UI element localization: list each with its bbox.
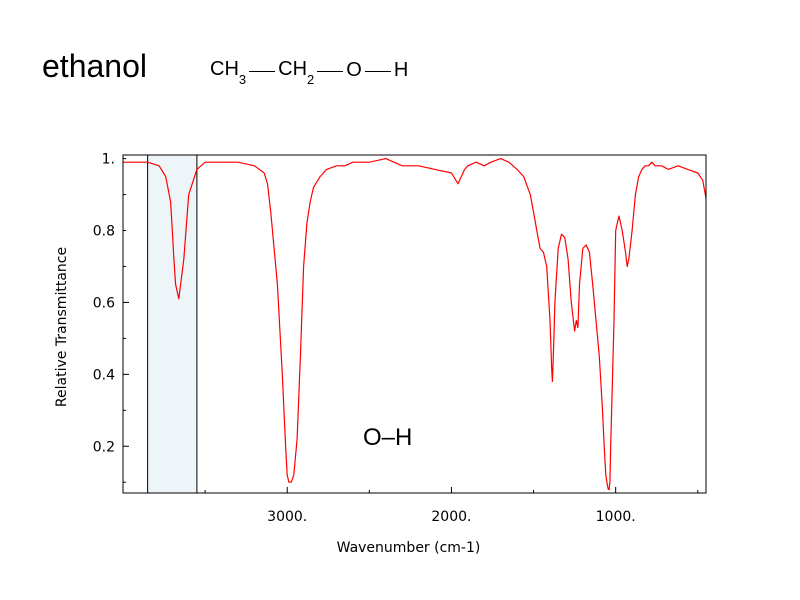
oh-annotation: O–H: [363, 424, 413, 451]
oh-region-highlight: [147, 154, 198, 494]
bond-line: [317, 71, 344, 72]
hydrogen-atom: H: [393, 59, 409, 81]
y-tick-label: 0.2: [93, 439, 115, 455]
spectrum-line: [123, 158, 707, 490]
bond-line: [364, 71, 391, 72]
methylene-group: CH2: [278, 58, 315, 87]
x-tick-label: 3000.: [267, 509, 307, 525]
tick-layer: 1. 0.8 0.6 0.4 0.2 3000. 2000. 1000.: [93, 152, 699, 525]
methyl-group: CH3: [210, 58, 247, 87]
structural-formula: CH3 CH2 O H: [210, 58, 409, 87]
plot-frame: [122, 154, 707, 494]
y-tick-label: 0.4: [93, 367, 115, 383]
spectrum-layer: [123, 158, 707, 490]
y-tick-label: 0.8: [93, 224, 115, 240]
x-tick-label: 2000.: [431, 509, 471, 525]
x-axis-label: Wavenumber (cm-1): [337, 540, 481, 556]
x-tick-label: 1000.: [596, 509, 636, 525]
y-axis-label: Relative Transmittance: [54, 247, 70, 407]
bond-line: [249, 71, 276, 72]
y-tick-label: 1.: [102, 152, 115, 168]
compound-name: ethanol: [42, 48, 147, 84]
oh-region-layer: [147, 154, 198, 494]
oxygen-atom: O: [346, 59, 362, 81]
y-tick-label: 0.6: [93, 295, 115, 311]
